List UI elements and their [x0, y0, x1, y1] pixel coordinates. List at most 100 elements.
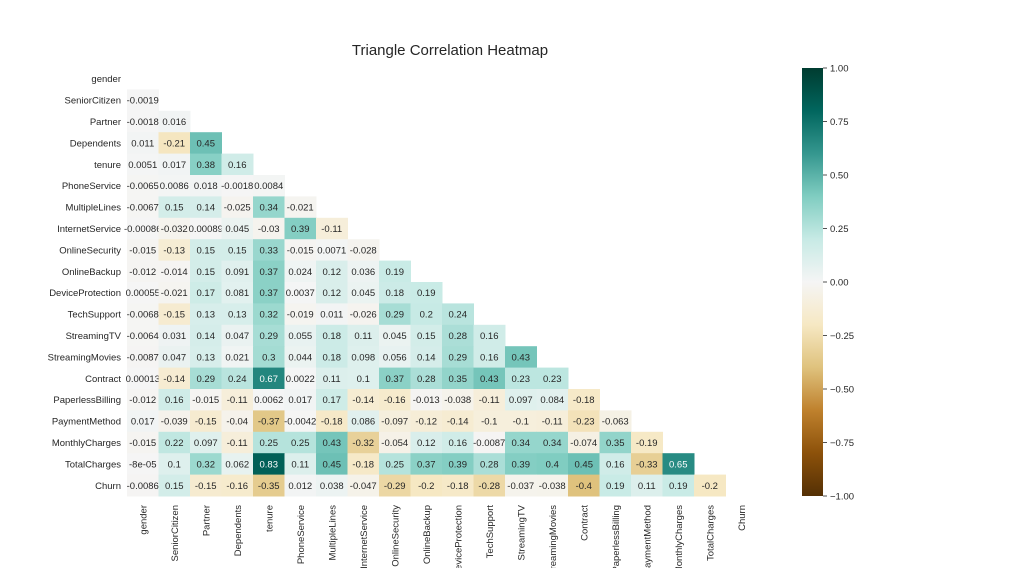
cell-annotation: 0.097	[509, 395, 533, 406]
cell-annotation: -0.18	[321, 417, 343, 428]
heatmap-cell	[253, 324, 285, 347]
cell-annotation: -0.0087	[127, 352, 159, 363]
heatmap-cell	[284, 367, 317, 390]
heatmap-cell	[284, 260, 317, 283]
cell-annotation: -0.012	[129, 395, 156, 406]
heatmap-cell	[347, 389, 380, 411]
heatmap-cell	[253, 346, 285, 369]
x-tick-label: Contract	[579, 505, 590, 541]
cell-annotation: 0.39	[512, 459, 531, 470]
heatmap-cell	[505, 431, 537, 454]
heatmap-cell	[473, 410, 506, 433]
cell-annotation: 0.16	[449, 438, 468, 449]
cell-annotation: 0.25	[291, 438, 310, 449]
heatmap-cell	[127, 324, 159, 347]
cell-annotation: 0.24	[449, 310, 468, 321]
heatmap-cell	[158, 346, 191, 369]
cell-annotation: -0.11	[542, 417, 563, 428]
cell-annotation: 0.38	[197, 160, 216, 171]
heatmap-cell	[158, 282, 191, 304]
heatmap-cell	[158, 175, 191, 197]
cell-annotation: 0.16	[480, 352, 499, 363]
cell-annotation: -0.33	[636, 459, 658, 470]
cell-annotation: 0.34	[512, 438, 531, 449]
heatmap-cell	[284, 239, 317, 262]
heatmap-cell	[284, 474, 317, 497]
heatmap-cell	[190, 410, 222, 433]
heatmap-cell	[316, 474, 348, 497]
cell-annotation: -0.00086	[124, 224, 162, 235]
y-tick-label: StreamingTV	[66, 331, 122, 342]
cell-annotation: 0.044	[288, 352, 312, 363]
y-tick-label: Partner	[90, 117, 121, 128]
y-tick-label: tenure	[94, 160, 121, 171]
cell-annotation: 0.062	[225, 459, 249, 470]
heatmap-cell	[410, 282, 443, 304]
cell-annotation: -0.2	[418, 481, 434, 492]
heatmap-cell	[190, 260, 222, 283]
y-tick-label: DeviceProtection	[49, 288, 121, 299]
cell-annotation: 0.43	[480, 374, 499, 385]
cell-annotation: -0.1	[513, 417, 529, 428]
cell-annotation: -0.18	[447, 481, 469, 492]
heatmap-cell	[631, 474, 663, 497]
heatmap-cell	[410, 303, 443, 326]
cell-annotation: -0.4	[576, 481, 592, 492]
cell-annotation: -0.04	[226, 417, 248, 428]
heatmap-cell	[568, 431, 600, 454]
heatmap-cell	[536, 389, 569, 411]
x-tick-label: MonthlyCharges	[674, 505, 685, 568]
cell-annotation: -0.0087	[473, 438, 505, 449]
cell-annotation: -0.037	[507, 481, 534, 492]
x-tick-label: tenure	[264, 505, 275, 532]
heatmap-cell	[190, 153, 222, 176]
heatmap-cell	[473, 389, 506, 411]
cell-annotation: -0.0018	[127, 117, 159, 128]
cell-annotation: -0.021	[161, 288, 188, 299]
x-tick-label: MultipleLines	[327, 505, 338, 561]
cell-annotation: 0.45	[197, 138, 216, 149]
heatmap-cell	[599, 474, 632, 497]
heatmap-cell	[158, 260, 191, 283]
cell-annotation: 0.12	[417, 438, 436, 449]
cell-annotation: 0.24	[228, 374, 247, 385]
cell-annotation: 0.098	[351, 352, 375, 363]
cell-annotation: -0.18	[573, 395, 595, 406]
cell-annotation: -0.015	[129, 438, 156, 449]
heatmap-cell	[442, 346, 474, 369]
cell-annotation: 0.22	[165, 438, 184, 449]
y-tick-labels: gender SeniorCitizen Partner Dependents tenu…	[48, 74, 122, 492]
x-tick-label: StreamingTV	[516, 504, 527, 560]
cell-annotation: 0.12	[323, 288, 342, 299]
cell-annotation: 0.017	[162, 160, 186, 171]
cell-annotation: 0.13	[197, 352, 216, 363]
cell-annotation: 0.15	[197, 267, 216, 278]
heatmap-cell	[347, 453, 380, 476]
heatmap-cell	[127, 453, 159, 476]
cell-annotation: 0.024	[288, 267, 312, 278]
heatmap-cell	[253, 431, 285, 454]
heatmap-cell	[379, 282, 411, 304]
heatmap-cell	[284, 431, 317, 454]
heatmap-cell	[284, 324, 317, 347]
cell-annotation: 0.13	[197, 310, 216, 321]
heatmap-cell	[379, 389, 411, 411]
cell-annotation: 0.11	[323, 374, 341, 385]
x-tick-label: Dependents	[233, 505, 244, 556]
heatmap-cell	[347, 303, 380, 326]
cell-annotation: 0.1	[168, 459, 181, 470]
heatmap-cell	[379, 324, 411, 347]
heatmap-cell	[253, 474, 285, 497]
cell-annotation: 0.19	[606, 481, 625, 492]
cell-annotation: 0.34	[543, 438, 562, 449]
cell-annotation: 0.45	[323, 459, 342, 470]
cell-annotation: 0.16	[480, 331, 499, 342]
heatmap-cell	[662, 453, 695, 476]
cell-annotation: 0.14	[197, 203, 216, 214]
cell-annotation: -0.026	[350, 310, 377, 321]
heatmap-cell	[347, 346, 380, 369]
cell-annotation: -0.0065	[127, 181, 159, 192]
x-tick-label: StreamingMovies	[548, 505, 559, 568]
